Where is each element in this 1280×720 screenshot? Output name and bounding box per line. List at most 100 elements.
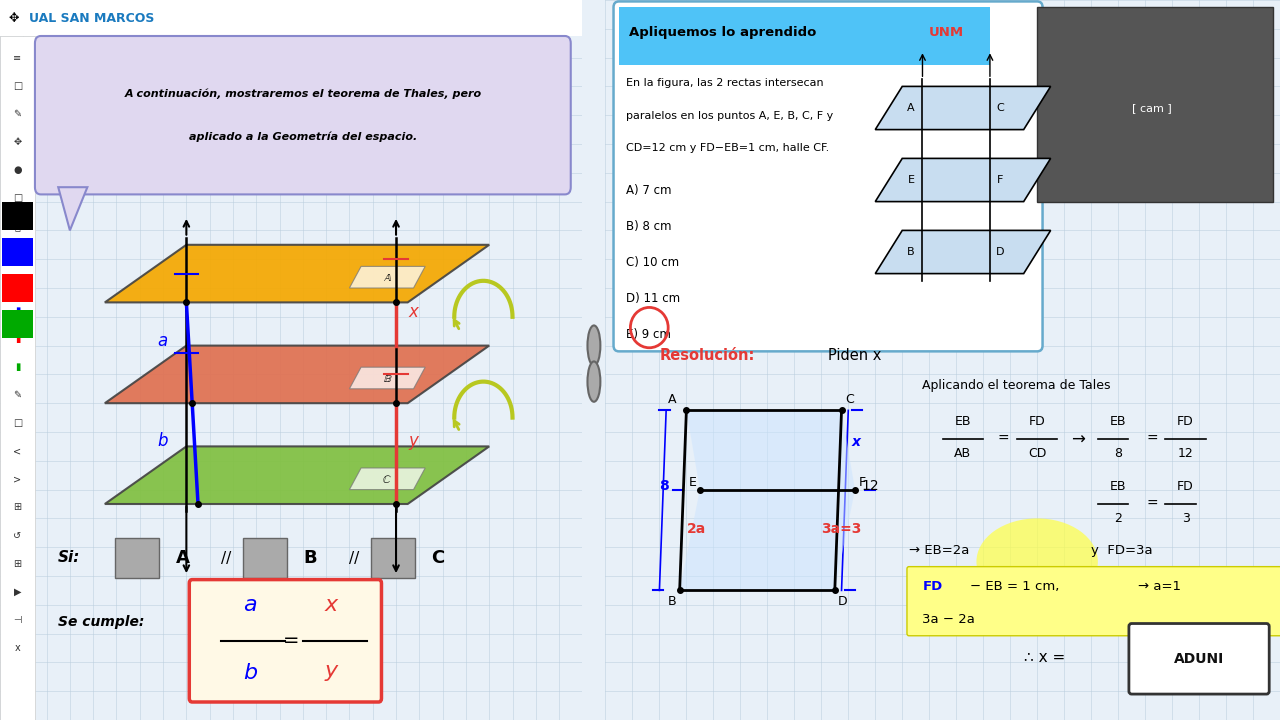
FancyBboxPatch shape	[0, 36, 35, 720]
Circle shape	[588, 361, 600, 402]
Polygon shape	[349, 266, 425, 288]
Text: B: B	[908, 247, 915, 257]
Text: E: E	[689, 476, 696, 489]
Polygon shape	[876, 230, 1051, 274]
Text: C: C	[996, 103, 1004, 113]
Text: → EB=2a: → EB=2a	[909, 544, 969, 557]
Text: ⊞: ⊞	[13, 503, 22, 513]
Text: F: F	[859, 476, 865, 489]
Text: ⦿: ⦿	[14, 221, 20, 231]
Text: →: →	[1070, 430, 1084, 448]
Text: CD: CD	[1028, 447, 1046, 460]
Text: //: //	[221, 551, 232, 565]
Text: Resolución:: Resolución:	[659, 348, 755, 363]
Text: ▮: ▮	[15, 305, 20, 315]
Text: D: D	[838, 595, 847, 608]
Text: $\mathbb{A}$: $\mathbb{A}$	[383, 271, 392, 283]
Text: B: B	[668, 595, 676, 608]
Text: AB: AB	[955, 447, 972, 460]
Text: Aplicando el teorema de Tales: Aplicando el teorema de Tales	[923, 379, 1111, 392]
Text: ↺: ↺	[13, 531, 22, 541]
Text: FD: FD	[1178, 415, 1194, 428]
Text: EB: EB	[1110, 415, 1126, 428]
Text: D) 11 cm: D) 11 cm	[626, 292, 680, 305]
Polygon shape	[105, 346, 489, 403]
Text: Se cumple:: Se cumple:	[59, 616, 145, 629]
Text: ⊞: ⊞	[13, 559, 22, 569]
FancyBboxPatch shape	[1, 202, 33, 230]
Text: >: >	[13, 474, 22, 485]
Text: FD: FD	[923, 580, 943, 593]
Text: =: =	[997, 432, 1009, 446]
Text: ▶: ▶	[14, 587, 22, 597]
Text: ∴ x =: ∴ x =	[1024, 650, 1065, 665]
Text: → a=1: → a=1	[1138, 580, 1181, 593]
Text: ▮: ▮	[15, 334, 20, 343]
Text: $x$: $x$	[407, 303, 420, 321]
FancyBboxPatch shape	[908, 567, 1280, 636]
Polygon shape	[876, 86, 1051, 130]
Text: $\mathbb{B}$: $\mathbb{B}$	[383, 372, 392, 384]
Text: $\mathbf{B}$: $\mathbf{B}$	[303, 549, 317, 567]
Text: $x$: $x$	[324, 595, 340, 615]
Text: 3a − 2a: 3a − 2a	[923, 613, 975, 626]
Text: A) 7 cm: A) 7 cm	[626, 184, 671, 197]
Text: A: A	[908, 103, 915, 113]
Text: $\mathbf{C}$: $\mathbf{C}$	[431, 549, 445, 567]
Text: CD=12 cm y FD−EB=1 cm, halle CF.: CD=12 cm y FD−EB=1 cm, halle CF.	[626, 143, 829, 153]
Polygon shape	[680, 490, 855, 590]
Text: FD: FD	[1029, 415, 1046, 428]
FancyBboxPatch shape	[620, 7, 989, 65]
Text: ●: ●	[13, 165, 22, 175]
Text: D: D	[996, 247, 1005, 257]
Polygon shape	[349, 367, 425, 389]
Text: //: //	[349, 551, 360, 565]
Text: ▮: ▮	[15, 277, 20, 287]
Text: ≡: ≡	[13, 53, 22, 63]
Ellipse shape	[977, 518, 1098, 605]
Polygon shape	[105, 245, 489, 302]
Text: y  FD=3a: y FD=3a	[1091, 544, 1153, 557]
Text: B) 8 cm: B) 8 cm	[626, 220, 671, 233]
Text: x: x	[851, 436, 860, 449]
FancyBboxPatch shape	[0, 0, 582, 36]
Text: $y$: $y$	[324, 663, 340, 683]
Text: Apliquemos lo aprendido: Apliquemos lo aprendido	[628, 26, 817, 39]
Text: $a$: $a$	[157, 332, 169, 350]
Text: ▮: ▮	[15, 362, 20, 372]
Polygon shape	[59, 187, 87, 230]
FancyBboxPatch shape	[613, 1, 1042, 351]
Text: =: =	[283, 631, 300, 650]
Text: 3a=3: 3a=3	[822, 522, 861, 536]
FancyBboxPatch shape	[243, 538, 287, 578]
Text: 3: 3	[1181, 512, 1189, 525]
Text: 12: 12	[1178, 447, 1193, 460]
Text: $b$: $b$	[157, 433, 169, 451]
Text: A continuación, mostraremos el teorema de Thales, pero: A continuación, mostraremos el teorema d…	[124, 89, 481, 99]
Text: 12: 12	[861, 479, 879, 492]
Text: C: C	[845, 393, 854, 406]
Text: ▪: ▪	[14, 249, 20, 259]
Text: EB: EB	[1110, 480, 1126, 492]
Text: □: □	[13, 193, 22, 203]
FancyBboxPatch shape	[1, 238, 33, 266]
Text: =: =	[1146, 497, 1157, 511]
Text: Piden x: Piden x	[828, 348, 882, 363]
Text: 8: 8	[659, 479, 669, 492]
Polygon shape	[876, 158, 1051, 202]
Text: ✎: ✎	[13, 390, 22, 400]
Text: ✥: ✥	[13, 137, 22, 147]
Text: ADUNI: ADUNI	[1174, 652, 1224, 666]
Text: □: □	[13, 81, 22, 91]
Text: aplicado a la Geometría del espacio.: aplicado a la Geometría del espacio.	[188, 132, 417, 142]
Text: $a$: $a$	[243, 595, 257, 615]
Text: $\mathbb{C}$: $\mathbb{C}$	[383, 473, 392, 485]
Text: C) 10 cm: C) 10 cm	[626, 256, 678, 269]
FancyBboxPatch shape	[35, 36, 571, 194]
FancyBboxPatch shape	[1, 274, 33, 302]
Text: ✎: ✎	[13, 109, 22, 119]
FancyBboxPatch shape	[1, 310, 33, 338]
Text: F: F	[997, 175, 1004, 185]
Text: UNM: UNM	[929, 26, 964, 39]
Circle shape	[588, 325, 600, 366]
